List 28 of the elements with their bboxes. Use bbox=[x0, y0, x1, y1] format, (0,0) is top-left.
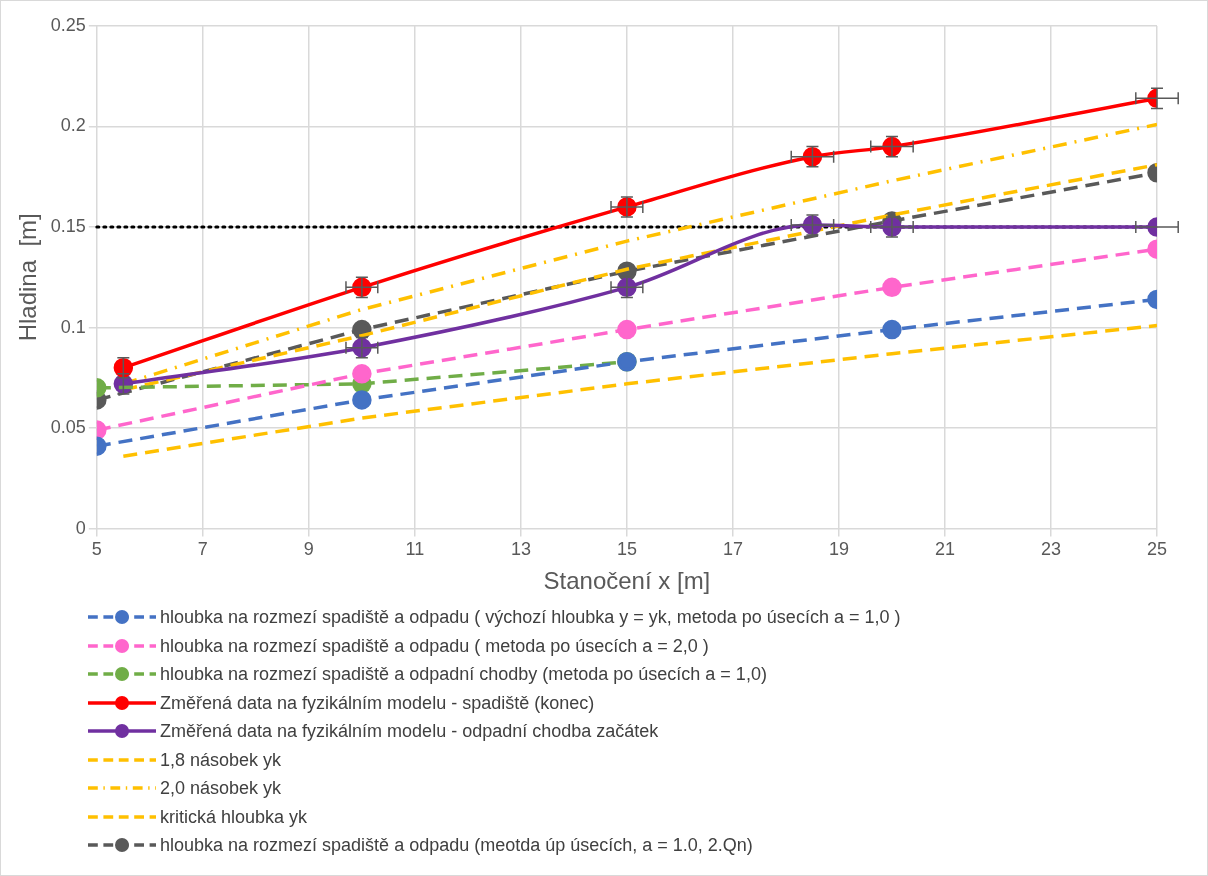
y-tick-label: 0.1 bbox=[60, 316, 86, 337]
x-tick-label: 9 bbox=[303, 539, 314, 560]
x-tick-label: 15 bbox=[616, 539, 637, 560]
x-axis-title: Stanočení x [m] bbox=[543, 567, 711, 595]
x-tick-label: 7 bbox=[197, 539, 208, 560]
y-tick-label: 0 bbox=[75, 517, 86, 538]
legend-label: 1,8 násobek yk bbox=[160, 748, 282, 772]
y-axis-title: Hladina [m] bbox=[14, 213, 42, 342]
legend-label: Změřená data na fyzikálním modelu - spadiště (konec) bbox=[160, 691, 595, 715]
x-tick-label: 25 bbox=[1146, 539, 1168, 560]
x-tick-label: 5 bbox=[91, 539, 102, 560]
x-tick-label: 21 bbox=[934, 539, 955, 560]
y-tick-label: 0.25 bbox=[50, 14, 86, 35]
y-tick-label: 0.2 bbox=[60, 115, 86, 136]
x-tick-label: 17 bbox=[722, 539, 743, 560]
legend-label: hloubka na rozmezí spadiště a odpadu ( výchozí hloubka y = yk, metoda po úsecích a = 1,0 ) bbox=[160, 606, 901, 629]
legend-label: hloubka na rozmezí spadiště a odpadní chodby (metoda po úsecích a = 1,0) bbox=[160, 663, 767, 686]
x-tick-label: 13 bbox=[510, 539, 531, 560]
x-tick-label: 19 bbox=[828, 539, 849, 560]
legend-label: 2,0 násobek yk bbox=[160, 777, 282, 800]
y-tick-label: 0.15 bbox=[50, 216, 86, 237]
legend-label: Změřená data na fyzikálním modelu - odpadní chodba začátek bbox=[160, 720, 659, 743]
x-tick-label: 11 bbox=[405, 539, 425, 560]
legend-label: hloubka na rozmezí spadiště a odpadu ( metoda po úsecích a = 2,0 ) bbox=[160, 634, 709, 658]
legend-label: kritická hloubka yk bbox=[160, 805, 308, 829]
y-tick-label: 0.05 bbox=[50, 417, 86, 438]
x-tick-label: 23 bbox=[1040, 539, 1061, 560]
legend-label: hloubka na rozmezí spadiště a odpadu (meotda úp úsecích, a = 1.0, 2.Qn) bbox=[160, 834, 753, 857]
